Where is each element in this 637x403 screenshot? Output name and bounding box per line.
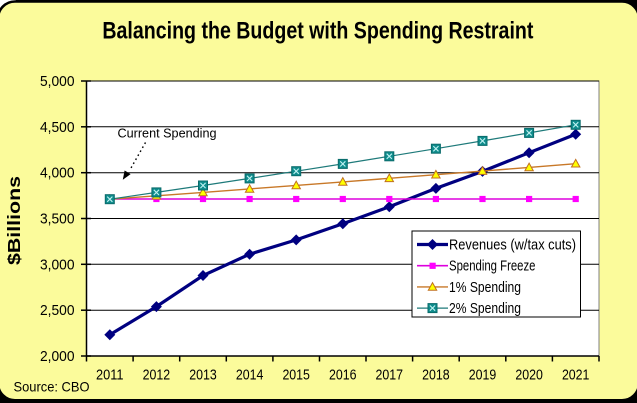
svg-text:4,000: 4,000 (40, 165, 75, 182)
svg-text:2015: 2015 (282, 368, 310, 384)
svg-text:Spending Freeze: Spending Freeze (449, 258, 536, 275)
svg-text:Source: CBO: Source: CBO (14, 379, 90, 395)
svg-text:2,500: 2,500 (40, 302, 75, 319)
svg-text:2013: 2013 (189, 368, 217, 384)
svg-text:Revenues (w/tax cuts): Revenues (w/tax cuts) (449, 237, 576, 254)
svg-text:Balancing the Budget with Spen: Balancing the Budget with Spending Restr… (102, 17, 533, 44)
svg-text:2017: 2017 (376, 368, 404, 384)
svg-text:Current Spending: Current Spending (118, 126, 217, 141)
svg-text:5,000: 5,000 (40, 73, 75, 90)
svg-text:2% Spending: 2% Spending (449, 300, 521, 317)
svg-text:2012: 2012 (143, 368, 171, 384)
svg-text:2016: 2016 (329, 368, 357, 384)
svg-text:3,000: 3,000 (40, 256, 75, 273)
svg-text:2021: 2021 (562, 368, 590, 384)
svg-text:2011: 2011 (96, 368, 124, 384)
svg-text:2,000: 2,000 (40, 348, 75, 365)
svg-text:3,500: 3,500 (40, 211, 75, 228)
svg-text:$Billions: $Billions (4, 176, 24, 265)
svg-text:2018: 2018 (422, 368, 450, 384)
svg-text:1% Spending: 1% Spending (449, 279, 521, 296)
svg-text:2019: 2019 (469, 368, 497, 384)
svg-text:4,500: 4,500 (40, 119, 75, 136)
svg-text:2014: 2014 (236, 368, 264, 384)
svg-text:2020: 2020 (515, 368, 543, 384)
